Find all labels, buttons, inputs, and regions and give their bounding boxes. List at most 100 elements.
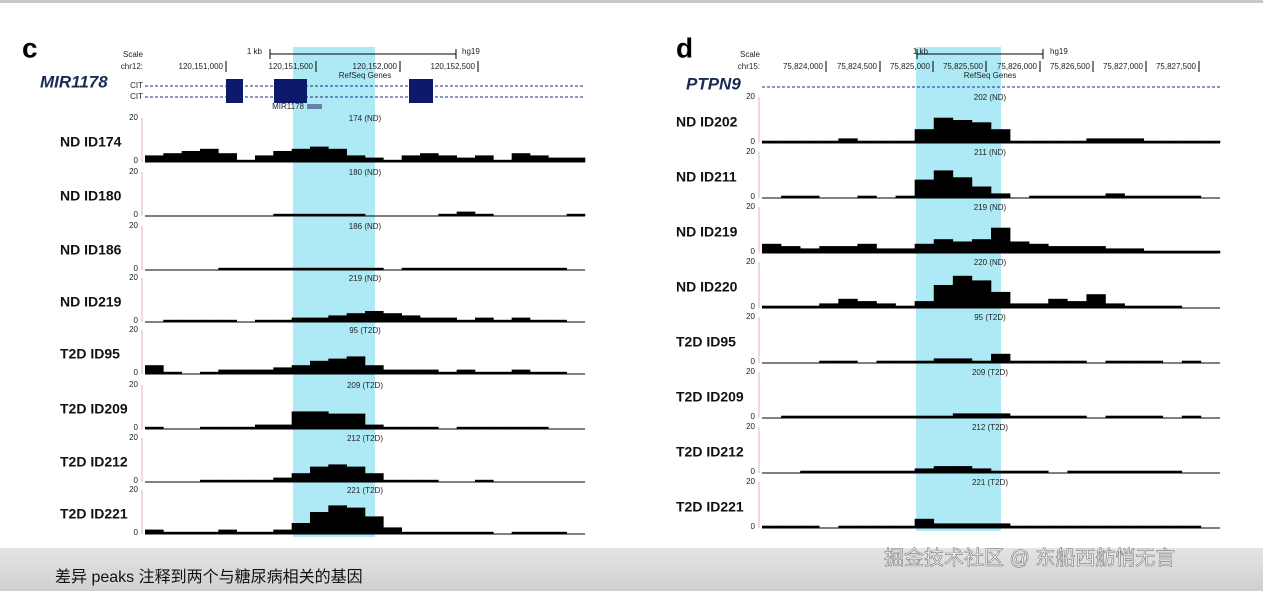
coverage-bar <box>952 241 973 253</box>
y-min-label: 0 <box>751 467 756 476</box>
coverage-bar <box>1029 195 1049 198</box>
coverage-bar <box>1181 250 1202 253</box>
y-max-label: 20 <box>746 92 755 101</box>
caption: 差异 peaks 注释到两个与糖尿病相关的基因 <box>55 568 363 586</box>
refseq-label: RefSeq Genes <box>964 71 1016 80</box>
coverage-bar <box>1029 415 1049 418</box>
coverage-bar <box>548 531 567 534</box>
coverage-bar <box>456 211 476 216</box>
y-max-label: 20 <box>746 147 755 156</box>
coverage-bar <box>200 531 219 534</box>
track-title: 221 (T2D) <box>972 478 1008 487</box>
coverage-bar <box>1143 140 1164 143</box>
coverage-bar <box>438 371 457 374</box>
coverage-bar <box>1086 138 1106 143</box>
coverage-bar <box>273 477 292 482</box>
coverage-bar <box>781 415 801 418</box>
coverage-bar <box>1105 415 1125 418</box>
coverage-bar <box>781 305 801 308</box>
coverage-bar <box>1029 525 1049 528</box>
y-max-label: 20 <box>746 202 755 211</box>
ruler-label: 1 kb <box>913 47 929 56</box>
y-min-label: 0 <box>751 357 756 366</box>
coverage-bar <box>914 129 935 143</box>
coverage-bar <box>1105 525 1125 528</box>
track-title: 211 (ND) <box>974 148 1006 157</box>
coverage-bar <box>1124 470 1144 473</box>
coverage-bar <box>857 140 877 143</box>
coverage-bar <box>273 151 292 162</box>
coverage-bar <box>781 246 801 253</box>
coverage-bar <box>1162 195 1183 198</box>
coverage-bar <box>914 518 935 528</box>
chrom-label: chr15: <box>738 62 760 71</box>
y-min-label: 0 <box>751 412 756 421</box>
coverage-bar <box>1010 241 1030 253</box>
coverage-bar <box>181 319 201 322</box>
coverage-bar <box>1105 303 1125 308</box>
coverage-bar <box>218 479 237 482</box>
coverage-bar <box>838 470 858 473</box>
coverage-bar <box>1029 303 1049 308</box>
coverage-bar <box>1067 525 1087 528</box>
coverage-bar <box>310 360 329 374</box>
y-min-label: 0 <box>134 264 139 273</box>
coverage-bar <box>1048 415 1068 418</box>
coverage-bar <box>952 177 973 198</box>
coverage-bar <box>255 319 274 322</box>
coverage-bar <box>800 525 820 528</box>
coverage-bar <box>971 413 992 418</box>
coverage-bar <box>273 267 292 270</box>
coverage-bar <box>310 267 329 270</box>
coverage-bar <box>236 159 256 162</box>
coverage-bar <box>548 157 567 162</box>
coverage-bar <box>819 303 839 308</box>
coverage-bar <box>511 267 531 270</box>
coverage-bar <box>365 311 384 322</box>
coverage-bar <box>456 157 476 162</box>
coverage-bar <box>420 426 439 429</box>
coordinate: 120,152,500 <box>431 62 476 71</box>
coverage-bar <box>291 523 311 534</box>
coverage-bar <box>762 305 782 308</box>
coverage-bar <box>1010 303 1030 308</box>
coverage-bar <box>475 213 494 216</box>
coverage-bar <box>952 413 973 418</box>
coverage-bar <box>273 367 292 374</box>
exon <box>409 79 433 103</box>
coverage-bar <box>383 426 402 429</box>
gene-name: PTPN9 <box>686 74 741 93</box>
coverage-bar <box>991 227 1011 253</box>
track-title: 202 (ND) <box>974 93 1007 102</box>
y-max-label: 20 <box>129 273 138 282</box>
y-max-label: 20 <box>746 477 755 486</box>
y-min-label: 0 <box>751 192 756 201</box>
coverage-bar <box>530 531 549 534</box>
coverage-bar <box>200 426 219 429</box>
coverage-bar <box>328 358 347 374</box>
y-max-label: 20 <box>129 167 138 176</box>
coverage-bar <box>971 122 992 143</box>
coverage-bar <box>346 413 366 429</box>
coverage-bar <box>511 153 531 162</box>
coverage-bar <box>895 305 915 308</box>
coverage-bar <box>1067 360 1087 363</box>
coverage-bar <box>548 371 567 374</box>
coverage-bar <box>438 213 457 216</box>
coverage-bar <box>1048 525 1068 528</box>
coverage-bar <box>310 317 329 322</box>
y-max-label: 20 <box>129 485 138 494</box>
coverage-bar <box>200 319 219 322</box>
coverage-bar <box>1029 140 1049 143</box>
coverage-bar <box>328 148 347 162</box>
mirna-label: MIR1178 <box>272 102 304 111</box>
coverage-bar <box>1181 525 1202 528</box>
y-min-label: 0 <box>134 423 139 432</box>
coverage-bar <box>781 525 801 528</box>
coverage-bar <box>1067 246 1087 253</box>
coverage-bar <box>1086 195 1106 198</box>
coverage-bar <box>952 358 973 363</box>
coverage-bar <box>991 291 1011 308</box>
coverage-bar <box>383 527 402 534</box>
coverage-bar <box>273 213 292 216</box>
